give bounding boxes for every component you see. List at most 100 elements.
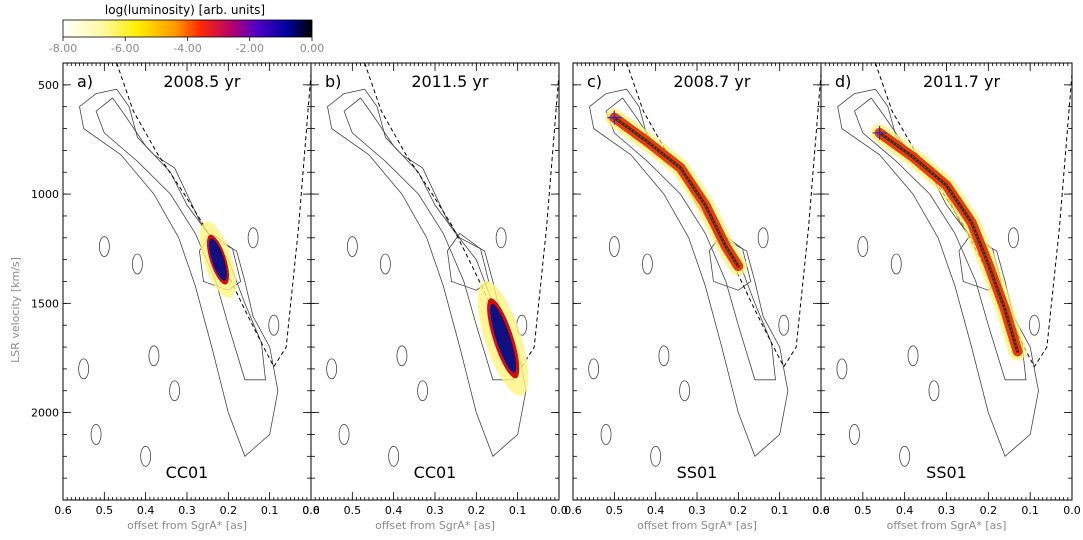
contour-island	[140, 445, 152, 467]
contour-island	[169, 380, 181, 402]
contour-island	[346, 236, 358, 257]
x-tick-label: 0.1	[1021, 504, 1039, 517]
x-ticks: 0.6 0.5 0.4 0.3 0.2 0.1 0.0	[564, 63, 830, 517]
x-tick-label: 0.5	[344, 504, 362, 517]
y-tick-label: 500	[38, 79, 59, 92]
model-label: SS01	[926, 463, 967, 482]
epoch-label: 2008.5 yr	[163, 72, 241, 91]
orbit-trajectory	[626, 62, 822, 368]
panel-frame	[572, 62, 822, 501]
y-ticks	[821, 62, 1072, 501]
epoch-label: 2011.7 yr	[923, 72, 1001, 91]
colorbar-gradient	[62, 19, 313, 38]
panel-b: 0.6 0.5 0.4 0.3 0.2 0.1 0.0 b) 2011.5 yr CC01 offs…	[302, 62, 568, 532]
y-tick-label: 2000	[31, 407, 59, 420]
contour-island	[388, 445, 400, 467]
colorbar: log(luminosity) [arb. units] -8.00 -6.00 -…	[49, 3, 324, 55]
panel-label: b)	[325, 72, 341, 91]
panel-label: a)	[77, 72, 93, 91]
contour-island	[379, 253, 391, 275]
contour-lines	[836, 88, 1040, 467]
x-ticks: 0.6 0.5 0.4 0.3 0.2 0.1 0.0	[812, 63, 1081, 517]
contour	[958, 233, 1002, 291]
model-track	[879, 132, 1019, 352]
y-ticks: 500 1000 1500 2000	[31, 62, 311, 501]
x-tick-label: 0.5	[96, 504, 114, 517]
contour-island	[928, 380, 940, 402]
x-tick-label: 0.4	[647, 504, 665, 517]
contour-island	[495, 227, 507, 249]
panel-c: 0.6 0.5 0.4 0.3 0.2 0.1 0.0 c) 2008.7 yr SS01 offs…	[564, 62, 830, 532]
epoch-label: 2011.5 yr	[411, 72, 489, 91]
colorbar-tick-label: -8.00	[49, 42, 77, 55]
contour	[837, 88, 1039, 457]
panel-frame	[820, 62, 1073, 501]
y-tick-label: 1500	[31, 297, 59, 310]
contour	[589, 88, 789, 457]
x-axis-label: offset from SgrA* [as]	[127, 519, 247, 532]
marker-cross	[607, 110, 622, 125]
contour-island	[658, 345, 670, 367]
x-tick-label: 0.3	[178, 504, 196, 517]
x-axis-label: offset from SgrA* [as]	[887, 519, 1007, 532]
contour-island	[396, 345, 408, 367]
emission	[605, 108, 748, 276]
x-tick-label: 0.1	[261, 504, 279, 517]
x-tick-label: 0.0	[302, 504, 320, 517]
x-tick-label: 0.6	[564, 504, 582, 517]
contour-island	[778, 314, 790, 336]
contour-island	[588, 358, 600, 380]
x-tick-label: 0.5	[854, 504, 872, 517]
contour-lines	[78, 88, 280, 467]
contour-island	[849, 424, 860, 445]
model-label: SS01	[677, 463, 718, 482]
contour-island	[131, 253, 143, 275]
colorbar-title: log(luminosity) [arb. units]	[105, 3, 265, 17]
contour-island	[857, 236, 869, 257]
panel-label: d)	[835, 72, 851, 91]
contour-island	[608, 236, 620, 257]
contour	[79, 88, 279, 457]
x-tick-label: 0.6	[54, 504, 72, 517]
contour-island	[1028, 314, 1040, 336]
colorbar-tick-label: -6.00	[111, 42, 139, 55]
contour-island	[600, 424, 612, 445]
contour-island	[98, 236, 110, 257]
contour-island	[899, 445, 911, 467]
contour-island	[148, 345, 160, 367]
x-tick-label: 0.0	[550, 504, 568, 517]
orbit-trajectory	[116, 62, 312, 368]
x-tick-label: 0.2	[980, 504, 998, 517]
x-tick-label: 0.2	[220, 504, 238, 517]
contour-island	[642, 253, 653, 275]
x-tick-label: 0.1	[509, 504, 527, 517]
x-axis-label: offset from SgrA* [as]	[637, 519, 757, 532]
epoch-label: 2008.7 yr	[673, 72, 751, 91]
contour-island	[836, 358, 848, 380]
x-tick-label: 0.2	[468, 504, 486, 517]
panel-a: 0.6 0.5 0.4 0.3 0.2 0.1 0.0 500 1000 1500 2000 a) 20…	[31, 62, 320, 532]
panel-frame	[310, 62, 560, 501]
contour-lines	[326, 88, 528, 467]
panel-frame	[62, 62, 312, 501]
contour-island	[247, 227, 259, 249]
x-tick-label: 0.6	[302, 504, 320, 517]
y-ticks	[311, 62, 559, 501]
contour-island	[268, 314, 280, 336]
contour-island	[90, 424, 102, 445]
y-tick-label: 1000	[31, 188, 59, 201]
emission	[870, 123, 1027, 361]
marker-cross	[872, 125, 887, 140]
model-track	[613, 116, 740, 267]
x-tick-label: 0.3	[688, 504, 706, 517]
orbit-trajectory	[364, 62, 560, 368]
contour-island	[338, 424, 350, 445]
contour-island	[757, 227, 769, 249]
colorbar-tick-label: -4.00	[173, 42, 201, 55]
y-axis-label: LSR velocity [km/s]	[9, 257, 22, 363]
x-tick-label: 0.0	[812, 504, 830, 517]
contour	[95, 97, 266, 381]
x-tick-label: 0.0	[1063, 504, 1081, 517]
contour-island	[890, 253, 902, 275]
